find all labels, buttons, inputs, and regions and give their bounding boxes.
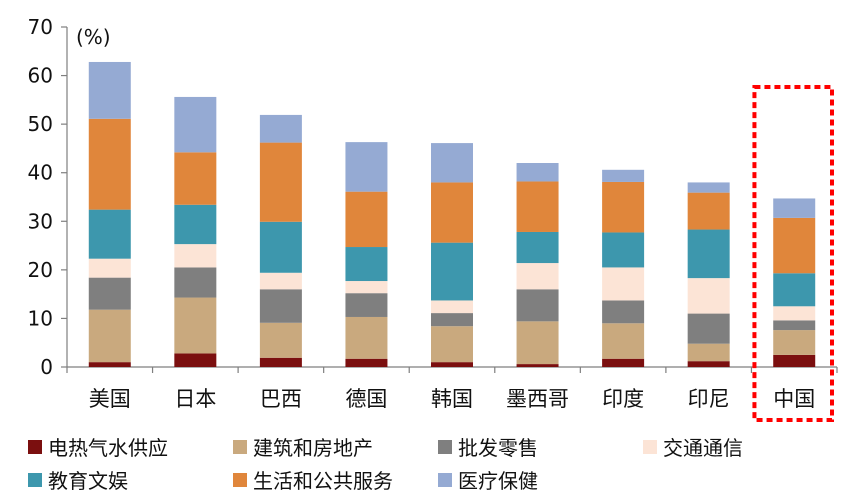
x-tick-label: 巴西 bbox=[260, 387, 302, 411]
x-tick-label: 中国 bbox=[773, 387, 815, 411]
bar-segment bbox=[431, 182, 473, 243]
x-tick-label: 墨西哥 bbox=[506, 387, 569, 411]
bar-segment bbox=[516, 289, 559, 322]
bar-segment bbox=[88, 277, 131, 310]
unit-label: (%) bbox=[76, 25, 111, 49]
bar-segment bbox=[602, 181, 645, 233]
bar-segment bbox=[687, 343, 730, 362]
bar-segment bbox=[345, 358, 388, 367]
bar-segment bbox=[602, 358, 645, 367]
bar-segment bbox=[431, 300, 473, 314]
bar-segment bbox=[259, 322, 302, 358]
bar-segment bbox=[259, 289, 302, 323]
bar-segment bbox=[431, 242, 473, 301]
y-tick-label: 20 bbox=[28, 258, 53, 282]
bar-segment bbox=[174, 96, 217, 153]
bar-segment bbox=[687, 182, 730, 193]
bar-segment bbox=[516, 364, 559, 367]
bar-segment bbox=[773, 354, 816, 367]
bar-segment bbox=[174, 297, 217, 354]
bar-segment bbox=[431, 362, 473, 367]
x-tick-label: 日本 bbox=[174, 387, 216, 411]
bar-segment bbox=[259, 221, 302, 273]
x-tick-label: 德国 bbox=[345, 387, 387, 411]
bar-segment bbox=[773, 320, 816, 331]
bar-segment bbox=[345, 142, 388, 192]
bar-segment bbox=[687, 313, 730, 344]
china-highlight-box bbox=[752, 85, 835, 422]
bar-segment bbox=[174, 244, 217, 268]
bar-segment bbox=[773, 273, 816, 307]
bar-segment bbox=[602, 232, 645, 268]
y-tick-label: 50 bbox=[28, 112, 53, 136]
bar-segment bbox=[345, 316, 388, 359]
bar-segment bbox=[259, 272, 302, 290]
bar-segment bbox=[174, 353, 217, 367]
bar-segment bbox=[431, 326, 473, 363]
bar-segment bbox=[174, 152, 217, 205]
bar-segment bbox=[345, 281, 388, 294]
bar-segment bbox=[345, 293, 388, 317]
bar-segment bbox=[516, 163, 559, 182]
y-tick-label: 0 bbox=[40, 355, 53, 379]
bar-segment bbox=[259, 114, 302, 143]
bar-segment bbox=[687, 278, 730, 314]
bar-segment bbox=[88, 209, 131, 259]
bar-segment bbox=[259, 357, 302, 367]
bar-segment bbox=[602, 169, 645, 182]
y-tick-label: 40 bbox=[28, 161, 53, 185]
x-tick-label: 韩国 bbox=[431, 387, 473, 411]
bar-segment bbox=[431, 313, 473, 327]
bar-segment bbox=[687, 361, 730, 367]
y-tick-label: 70 bbox=[28, 15, 53, 39]
bar-segment bbox=[773, 198, 816, 218]
bar-segment bbox=[345, 247, 388, 282]
bar-segment bbox=[516, 181, 559, 232]
bar-segment bbox=[687, 192, 730, 230]
y-tick-label: 10 bbox=[28, 306, 53, 330]
bar-segment bbox=[687, 229, 730, 279]
bar-segment bbox=[345, 191, 388, 248]
bar-segment bbox=[773, 217, 816, 274]
x-axis: 美国 日本 巴西 德国 韩国 墨西哥 印度 印尼 中国 bbox=[66, 366, 838, 411]
bar-segment bbox=[602, 267, 645, 301]
bar-segment bbox=[431, 143, 473, 183]
bar-segment bbox=[88, 362, 131, 367]
bars bbox=[88, 61, 816, 367]
bar-segment bbox=[516, 321, 559, 365]
bar-segment bbox=[773, 306, 816, 321]
y-axis: 0 10 20 30 40 50 60 70 bbox=[28, 15, 68, 379]
bar-segment bbox=[516, 263, 559, 290]
x-tick-label: 美国 bbox=[89, 387, 131, 411]
bar-segment bbox=[88, 258, 131, 278]
bar-segment bbox=[88, 61, 131, 119]
bar-segment bbox=[174, 267, 217, 298]
x-tick-label: 印度 bbox=[602, 387, 644, 411]
bar-segment bbox=[259, 142, 302, 222]
y-tick-label: 30 bbox=[28, 209, 53, 233]
bar-segment bbox=[773, 330, 816, 355]
bar-segment bbox=[602, 323, 645, 359]
x-tick-label: 印尼 bbox=[688, 387, 730, 411]
bar-segment bbox=[88, 118, 131, 210]
bar-segment bbox=[516, 231, 559, 264]
bar-segment bbox=[174, 204, 217, 245]
bar-segment bbox=[88, 309, 131, 363]
y-tick-label: 60 bbox=[28, 64, 53, 88]
bar-segment bbox=[602, 300, 645, 324]
